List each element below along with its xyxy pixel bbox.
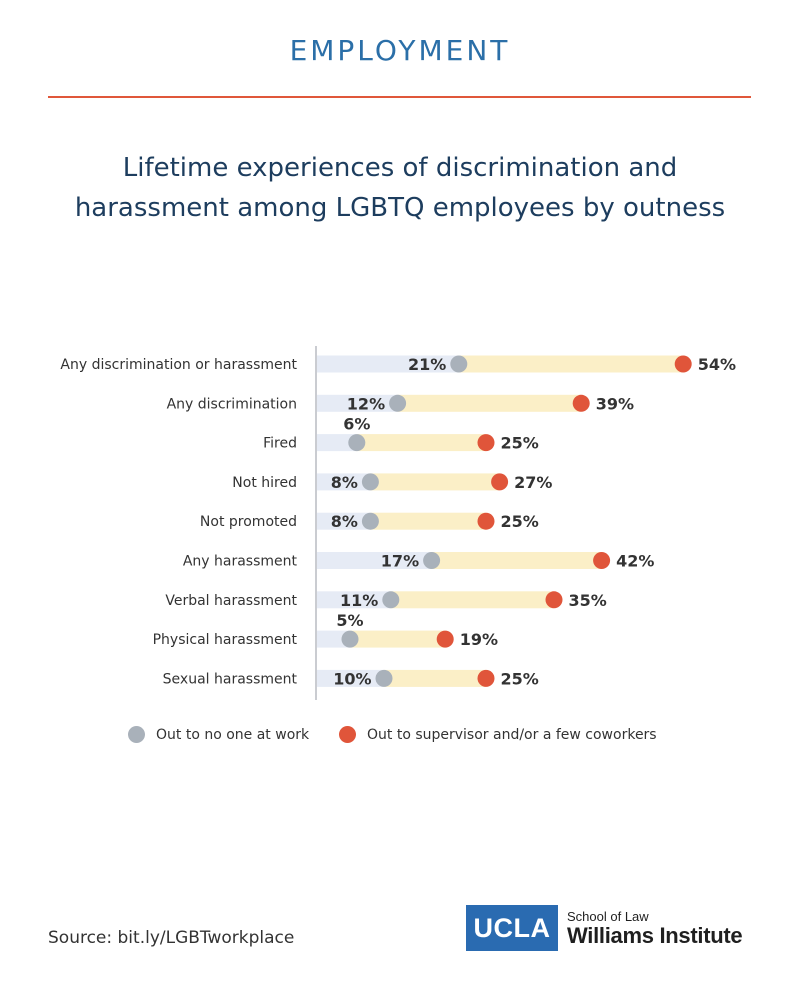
- value-label-out-supervisor: 25%: [501, 669, 539, 688]
- value-label-out-supervisor: 25%: [501, 512, 539, 531]
- point-out-no-one: [382, 591, 400, 609]
- legend-marker-out-supervisor: [339, 726, 356, 743]
- point-out-supervisor: [477, 512, 495, 530]
- legend-item-out-supervisor: Out to supervisor and/or a few coworkers: [339, 726, 657, 743]
- point-out-supervisor: [545, 591, 563, 609]
- category-label: Fired: [263, 436, 297, 452]
- track-out-no-one: [317, 355, 459, 373]
- legend-label-out-no-one: Out to no one at work: [156, 726, 310, 743]
- ucla-logo-box: UCLA: [466, 905, 558, 951]
- legend: Out to no one at work Out to supervisor …: [0, 726, 800, 750]
- value-label-out-no-one: 11%: [340, 591, 378, 610]
- category-label: Verbal harassment: [165, 593, 297, 609]
- value-label-out-supervisor: 25%: [501, 434, 539, 453]
- point-out-no-one: [341, 630, 359, 648]
- track-gap: [397, 394, 582, 412]
- legend-item-out-no-one: Out to no one at work: [128, 726, 309, 743]
- track-gap: [356, 434, 486, 452]
- section-title: EMPLOYMENT: [289, 34, 511, 67]
- track-out-no-one: [317, 434, 357, 452]
- track-out-no-one: [317, 473, 371, 491]
- point-out-supervisor: [436, 630, 454, 648]
- value-label-out-no-one: 12%: [347, 394, 385, 413]
- legend-marker-out-no-one: [128, 726, 145, 743]
- track-gap: [350, 630, 446, 648]
- dumbbell-chart: Any discrimination or harassment 21% 54% An…: [60, 346, 736, 700]
- logo-text: School of Law Williams Institute: [567, 908, 743, 948]
- header-divider: [48, 96, 751, 98]
- value-label-out-supervisor: 27%: [514, 473, 552, 492]
- track-out-no-one: [317, 394, 398, 412]
- legend-label-out-supervisor: Out to supervisor and/or a few coworkers: [367, 726, 657, 743]
- track-gap: [431, 552, 602, 569]
- point-out-supervisor: [572, 394, 590, 412]
- value-label-out-supervisor: 19%: [460, 630, 498, 649]
- category-label: Not hired: [232, 475, 297, 491]
- value-label-out-supervisor: 35%: [569, 591, 607, 610]
- track-gap: [384, 669, 486, 687]
- category-label: Any discrimination: [167, 396, 297, 412]
- value-label-out-no-one: 21%: [408, 355, 446, 374]
- point-out-no-one: [450, 355, 468, 373]
- value-label-out-supervisor: 42%: [616, 552, 654, 571]
- track-out-no-one: [317, 591, 391, 609]
- source-note: Source: bit.ly/LGBTworkplace: [48, 928, 295, 948]
- track-out-no-one: [317, 552, 432, 569]
- track-gap: [370, 512, 486, 530]
- value-label-out-no-one: 17%: [381, 552, 419, 571]
- value-label-out-supervisor: 39%: [596, 394, 634, 413]
- value-label-out-no-one: 8%: [331, 512, 358, 531]
- value-label-out-no-one: 5%: [336, 611, 363, 630]
- point-out-supervisor: [593, 552, 611, 569]
- category-label: Physical harassment: [153, 632, 298, 648]
- value-label-out-no-one: 6%: [343, 415, 370, 434]
- chart-title-line-2: harassment among LGBTQ employees by outn…: [74, 193, 726, 223]
- point-out-supervisor: [477, 434, 495, 452]
- logo-school-of-law: School of Law: [567, 908, 649, 924]
- category-label: Not promoted: [200, 514, 297, 530]
- chart-title: Lifetime experiences of discrimination a…: [40, 148, 760, 228]
- point-out-supervisor: [491, 473, 509, 491]
- point-out-no-one: [375, 669, 393, 687]
- track-gap: [458, 355, 684, 373]
- track-out-no-one: [317, 630, 350, 648]
- category-label: Any harassment: [183, 554, 298, 570]
- track-out-no-one: [317, 669, 384, 687]
- category-label: Sexual harassment: [163, 671, 298, 687]
- point-out-no-one: [423, 552, 441, 569]
- value-label-out-no-one: 8%: [331, 473, 358, 492]
- track-out-no-one: [317, 512, 371, 530]
- logo-williams-institute: Williams Institute: [567, 922, 743, 948]
- point-out-no-one: [361, 473, 379, 491]
- point-out-supervisor: [477, 669, 495, 687]
- chart-title-line-1: Lifetime experiences of discrimination a…: [122, 153, 678, 183]
- track-gap: [370, 473, 500, 491]
- category-label: Any discrimination or harassment: [60, 357, 297, 373]
- value-label-out-no-one: 10%: [333, 669, 371, 688]
- point-out-no-one: [389, 394, 407, 412]
- track-gap: [390, 591, 554, 609]
- point-out-no-one: [348, 434, 366, 452]
- point-out-no-one: [361, 512, 379, 530]
- point-out-supervisor: [674, 355, 692, 373]
- williams-institute-logo: UCLA School of Law Williams Institute: [466, 905, 743, 951]
- value-label-out-supervisor: 54%: [698, 355, 736, 374]
